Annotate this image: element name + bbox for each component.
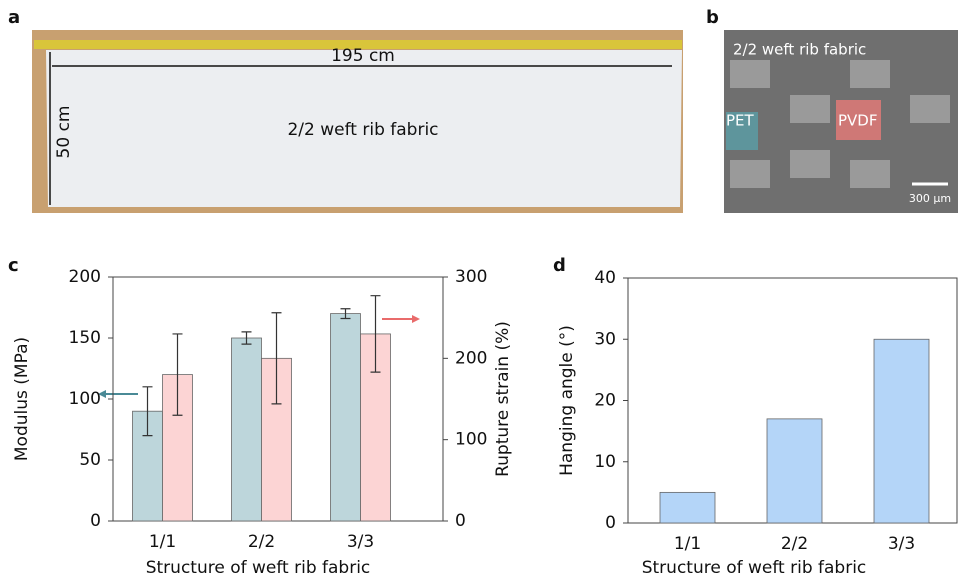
photo-a: a 195 cm 50 cm 2/2 weft rib fabric	[8, 7, 683, 213]
bar	[766, 418, 823, 524]
tape-measure	[34, 40, 682, 49]
y-tick-label: 100	[69, 389, 101, 409]
y-tick-label: 20	[594, 391, 616, 411]
x-axis-label: Structure of weft rib fabric	[146, 558, 371, 578]
bar	[659, 491, 716, 524]
error-bar	[271, 312, 282, 405]
y-tick-label: 150	[69, 328, 101, 348]
fabric	[46, 50, 682, 207]
error-bar	[340, 308, 351, 320]
y2-tick-label: 0	[455, 511, 466, 531]
bar	[873, 338, 930, 524]
y-axis-label: Hanging angle (°)	[557, 325, 577, 476]
x-tick-label: 2/2	[248, 532, 275, 552]
x-tick-label: 1/1	[674, 534, 701, 554]
pvdf-fiber	[836, 100, 881, 140]
panel-letter: c	[8, 255, 19, 276]
y2-tick-label: 100	[455, 430, 487, 450]
fabric-caption: 2/2 weft rib fabric	[287, 120, 438, 140]
error-bar	[370, 295, 381, 373]
y-tick-label: 0	[605, 513, 616, 533]
x-axis-label: Structure of weft rib fabric	[642, 558, 867, 578]
width-label: 50 cm	[54, 106, 74, 159]
y-tick-label: 50	[79, 450, 101, 470]
length-label: 195 cm	[331, 46, 395, 66]
photo-b: b 2/2 weft rib fabric PET PVDF 300 μm	[706, 7, 958, 213]
right-axis-arrowhead	[412, 315, 420, 323]
pvdf-label: PVDF	[838, 112, 878, 130]
y2-tick-label: 200	[455, 348, 487, 368]
y-axis-label: Modulus (MPa)	[12, 337, 32, 461]
scale-label: 300 μm	[909, 192, 951, 205]
y-tick-label: 40	[594, 268, 616, 288]
x-tick-label: 1/1	[149, 532, 176, 552]
pet-fiber	[726, 112, 758, 150]
bar	[330, 313, 361, 522]
panel-letter: d	[553, 255, 566, 276]
panel-letter: a	[8, 7, 20, 28]
y-tick-label: 10	[594, 452, 616, 472]
y2-tick-label: 300	[455, 267, 487, 287]
y-tick-label: 30	[594, 329, 616, 349]
error-bar	[241, 331, 252, 345]
panel-letter: b	[706, 7, 719, 28]
y-tick-label: 0	[90, 511, 101, 531]
sem-caption: 2/2 weft rib fabric	[733, 41, 866, 59]
x-tick-label: 3/3	[347, 532, 374, 552]
bar	[231, 337, 262, 522]
axis-arrows	[98, 315, 420, 398]
pet-label: PET	[726, 112, 755, 130]
y-tick-label: 200	[69, 267, 101, 287]
x-tick-label: 3/3	[888, 534, 915, 554]
x-tick-label: 2/2	[781, 534, 808, 554]
y2-axis-label: Rupture strain (%)	[493, 321, 513, 477]
left-axis-arrowhead	[98, 390, 106, 398]
weave-pattern	[730, 60, 950, 188]
error-bar	[142, 386, 153, 437]
error-bar	[172, 333, 183, 416]
